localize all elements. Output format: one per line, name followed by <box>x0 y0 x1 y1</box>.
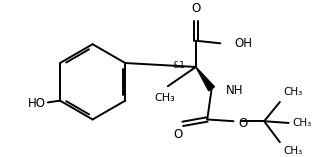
Text: &1: &1 <box>172 61 185 70</box>
Text: CH₃: CH₃ <box>283 87 303 97</box>
Text: CH₃: CH₃ <box>155 93 176 103</box>
Text: O: O <box>173 128 182 141</box>
Text: CH₃: CH₃ <box>283 146 303 156</box>
Text: HO: HO <box>28 97 46 110</box>
Polygon shape <box>196 67 214 91</box>
Text: O: O <box>191 2 200 15</box>
Text: OH: OH <box>234 37 253 50</box>
Text: NH: NH <box>226 84 243 97</box>
Text: CH₃: CH₃ <box>292 118 311 128</box>
Text: O: O <box>238 117 247 130</box>
